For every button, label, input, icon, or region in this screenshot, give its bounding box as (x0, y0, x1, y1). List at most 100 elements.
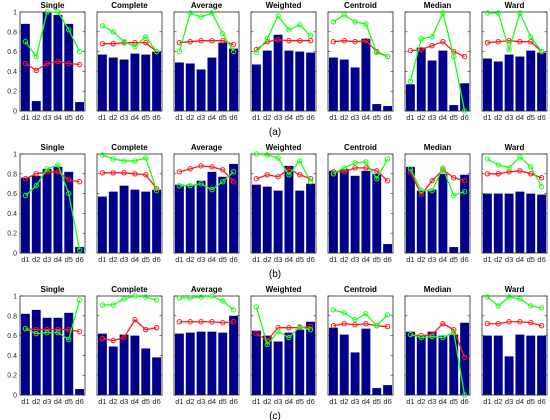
red-point (297, 38, 303, 44)
bar-d1 (251, 330, 261, 395)
red-point (461, 53, 468, 60)
green-point (121, 296, 127, 302)
red-point (407, 47, 414, 54)
green-point (307, 179, 314, 185)
x-tick-label: d3 (120, 255, 128, 264)
green-point (176, 182, 183, 189)
green-point (384, 156, 391, 162)
red-point (517, 39, 523, 45)
panel-label: (b) (269, 269, 281, 280)
green-point (363, 311, 369, 317)
green-point (187, 10, 193, 16)
subplot-title: Ward (505, 143, 525, 152)
red-point (341, 321, 347, 327)
x-tick-label: d1 (175, 255, 183, 264)
green-line (487, 11, 543, 52)
red-point (363, 38, 369, 44)
green-point (153, 48, 160, 55)
x-tick-label: d4 (285, 255, 293, 264)
red-point (230, 319, 237, 325)
y-tick-label: 0.8 (7, 313, 17, 320)
green-point (330, 19, 337, 25)
bar-d2 (31, 309, 41, 395)
bar-d5 (64, 171, 74, 253)
bar-d1 (174, 62, 184, 111)
green-point (22, 39, 29, 45)
red-point (352, 165, 358, 171)
red-point (33, 67, 39, 74)
bar-d4 (130, 53, 140, 111)
green-point (76, 247, 83, 253)
y-tick-label: 0.4 (7, 69, 17, 76)
panel-label: (c) (269, 411, 281, 420)
y-tick-label: 1 (13, 152, 17, 159)
green-point (506, 46, 512, 53)
green-point (286, 27, 292, 33)
green-point (22, 325, 29, 332)
green-point (132, 43, 138, 50)
x-tick-label: d1 (406, 397, 414, 406)
subplot-centroid: d1 d2 d3 d4 d5 d6 Centroid (327, 285, 394, 406)
x-tick-label: d5 (373, 113, 381, 122)
axes-frame (327, 11, 394, 112)
x-tick-label: d3 (428, 397, 436, 406)
bar-d4 (53, 166, 63, 253)
x-tick-label: d2 (417, 255, 425, 264)
x-tick-label: d3 (274, 113, 282, 122)
x-tick-label: d6 (229, 397, 237, 406)
bar-d2 (31, 175, 41, 253)
green-point (297, 22, 303, 28)
x-tick-label: d4 (362, 397, 370, 406)
bar-d2 (262, 50, 272, 111)
green-point (198, 181, 204, 187)
x-tick-label: d3 (505, 397, 513, 406)
subplot-title: Complete (111, 285, 148, 294)
subplot-title: Centroid (344, 143, 377, 152)
red-point (198, 319, 204, 325)
x-tick-label: d4 (208, 113, 216, 122)
x-tick-label: d6 (152, 113, 160, 122)
bar-d3 (504, 54, 514, 111)
subplot-ward: d1 d2 d3 d4 d5 d6 Ward (481, 1, 548, 122)
y-tick-label: 0.8 (7, 29, 17, 36)
x-tick-label: d6 (537, 397, 545, 406)
bar-d3 (427, 189, 437, 253)
bar-d2 (416, 47, 426, 111)
subplot-title: Complete (111, 143, 148, 152)
subplot-title: Centroid (344, 285, 377, 294)
green-point (352, 160, 358, 166)
x-tick-label: d4 (54, 397, 62, 406)
x-tick-label: d1 (483, 255, 491, 264)
green-point (440, 10, 446, 16)
red-point (495, 321, 501, 327)
subplot-title: Weighted (266, 285, 302, 294)
green-point (451, 329, 457, 336)
red-point (220, 320, 226, 326)
bar-d1 (482, 335, 492, 395)
red-point (143, 326, 149, 333)
x-tick-label: d5 (373, 397, 381, 406)
axes-frame (481, 295, 548, 396)
subplot-median: d1 d2 d3 d4 d5 d6 Median (404, 1, 471, 122)
green-point (484, 294, 491, 300)
red-point (307, 38, 314, 44)
green-point (66, 190, 72, 197)
bar-d1 (482, 193, 492, 253)
green-point (99, 302, 106, 308)
x-tick-label: d4 (362, 113, 370, 122)
bar-d3 (427, 60, 437, 111)
green-point (253, 151, 260, 157)
axes-frame (19, 153, 86, 254)
bar-d1 (328, 57, 338, 111)
x-tick-label: d1 (406, 255, 414, 264)
bar-d1 (482, 58, 492, 111)
bar-d1 (97, 333, 107, 395)
red-point (517, 319, 523, 325)
x-tick-label: d1 (98, 113, 106, 122)
bar-d1 (405, 166, 415, 253)
subplot-weighted: d1 d2 d3 d4 d5 d6 Weighted (250, 143, 317, 264)
x-tick-label: d5 (296, 113, 304, 122)
green-point (451, 192, 457, 199)
green-point (307, 33, 314, 39)
green-point (429, 333, 435, 340)
